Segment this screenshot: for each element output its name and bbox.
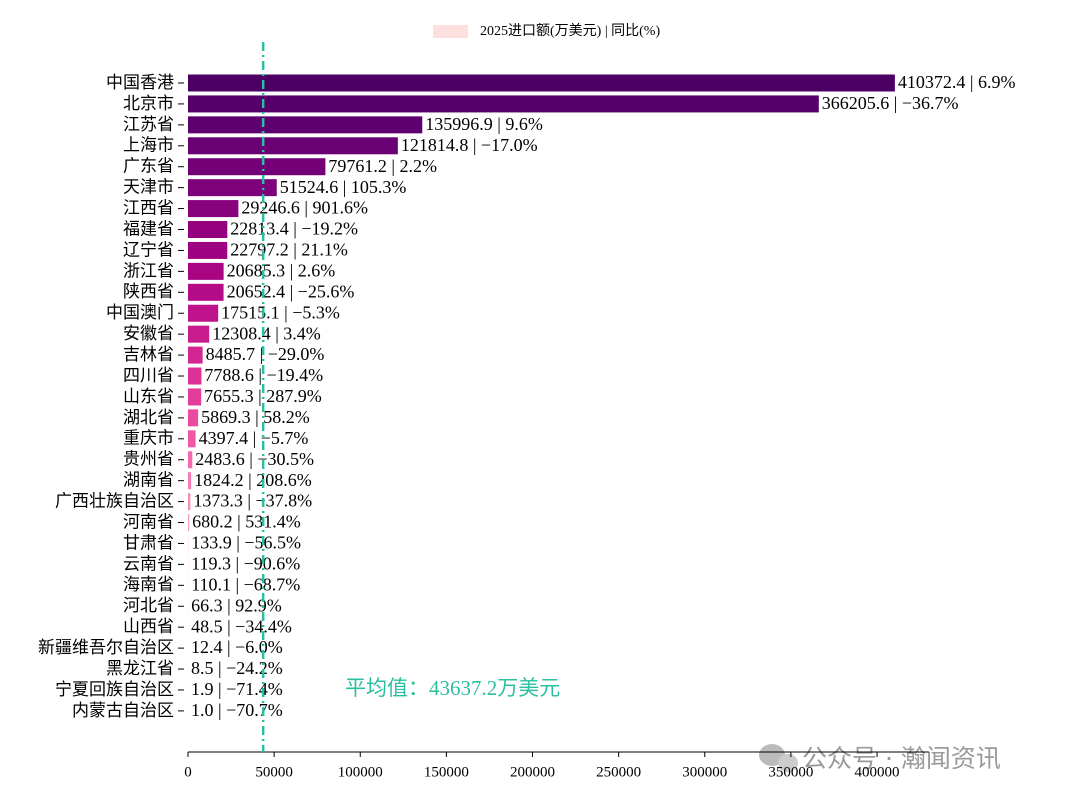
y-tick-label: 新疆维吾尔自治区 bbox=[38, 638, 174, 657]
bar bbox=[188, 241, 228, 259]
value-label: 22813.4 | −19.2% bbox=[230, 219, 358, 239]
value-label: 119.3 | −90.6% bbox=[191, 554, 300, 574]
bar bbox=[188, 262, 224, 280]
bar bbox=[188, 430, 196, 448]
bar bbox=[188, 409, 199, 427]
x-tick-label: 350000 bbox=[768, 764, 813, 780]
y-tick-label: 浙江省 bbox=[123, 261, 174, 280]
value-label: 8485.7 | −29.0% bbox=[206, 344, 325, 364]
bar bbox=[188, 95, 819, 113]
value-label: 7788.6 | −19.4% bbox=[204, 365, 323, 385]
bar bbox=[188, 472, 192, 490]
y-tick-label: 上海市 bbox=[123, 136, 174, 155]
value-label: 79761.2 | 2.2% bbox=[328, 156, 437, 176]
value-label: 7655.3 | 287.9% bbox=[204, 386, 322, 406]
x-tick-label: 50000 bbox=[255, 764, 293, 780]
y-tick-label: 四川省 bbox=[123, 366, 174, 385]
x-tick-label: 250000 bbox=[596, 764, 641, 780]
y-tick-label: 天津市 bbox=[123, 178, 174, 197]
value-label: 1.9 | −71.4% bbox=[191, 679, 283, 699]
bar bbox=[188, 179, 277, 197]
y-tick-label: 甘肃省 bbox=[123, 533, 174, 552]
y-tick-label: 湖北省 bbox=[123, 408, 174, 427]
y-tick-label: 山东省 bbox=[123, 387, 174, 406]
value-label: 12.4 | −6.0% bbox=[191, 637, 283, 657]
value-label: 1.0 | −70.7% bbox=[191, 700, 283, 720]
y-tick-label: 安徽省 bbox=[123, 324, 174, 343]
y-tick-label: 内蒙古自治区 bbox=[72, 701, 174, 720]
y-tick-label: 云南省 bbox=[123, 554, 174, 573]
value-label: 133.9 | −56.5% bbox=[191, 533, 301, 553]
value-label: 12308.4 | 3.4% bbox=[212, 323, 321, 343]
value-label: 110.1 | −68.7% bbox=[191, 574, 300, 594]
value-label: 1373.3 | −37.8% bbox=[193, 491, 312, 511]
y-tick-label: 北京市 bbox=[123, 94, 174, 113]
legend-label: 2025进口额(万美元) | 同比(%) bbox=[480, 23, 660, 39]
bar bbox=[188, 74, 895, 92]
y-tick-label: 江西省 bbox=[123, 198, 174, 217]
y-tick-label: 江苏省 bbox=[123, 115, 174, 134]
bar bbox=[188, 451, 193, 469]
bar bbox=[188, 514, 190, 532]
y-tick-label: 贵州省 bbox=[123, 450, 174, 469]
y-tick-label: 广东省 bbox=[123, 157, 174, 176]
bar bbox=[188, 200, 239, 218]
y-tick-label: 黑龙江省 bbox=[106, 659, 174, 678]
bar bbox=[188, 158, 326, 176]
value-label: 20652.4 | −25.6% bbox=[227, 281, 355, 301]
bar bbox=[188, 493, 191, 511]
x-tick-label: 100000 bbox=[338, 764, 383, 780]
value-label: 410372.4 | 6.9% bbox=[898, 72, 1016, 92]
y-tick-label: 中国澳门 bbox=[106, 303, 174, 322]
value-label: 135996.9 | 9.6% bbox=[425, 114, 543, 134]
watermark: 公众号 · 瀚闻资讯 bbox=[802, 744, 1001, 773]
bar bbox=[188, 388, 202, 406]
value-label: 4397.4 | −5.7% bbox=[199, 428, 309, 448]
bar bbox=[188, 367, 202, 385]
value-label: 51524.6 | 105.3% bbox=[280, 177, 407, 197]
value-label: 121814.8 | −17.0% bbox=[401, 135, 538, 155]
bar bbox=[188, 283, 224, 301]
y-tick-label: 陕西省 bbox=[123, 282, 174, 301]
y-tick-label: 湖南省 bbox=[123, 471, 174, 490]
y-tick-label: 中国香港 bbox=[106, 73, 174, 92]
y-tick-label: 福建省 bbox=[123, 219, 174, 238]
watermark-icon bbox=[759, 744, 798, 772]
value-label: 29246.6 | 901.6% bbox=[241, 198, 368, 218]
x-tick-label: 400000 bbox=[855, 764, 900, 780]
value-label: 22797.2 | 21.1% bbox=[230, 240, 348, 260]
value-label: 17515.1 | −5.3% bbox=[221, 302, 340, 322]
bar bbox=[188, 325, 210, 343]
y-tick-label: 重庆市 bbox=[123, 429, 174, 448]
y-tick-label: 吉林省 bbox=[123, 345, 174, 364]
y-tick-label: 广西壮族自治区 bbox=[55, 492, 174, 511]
y-tick-label: 海南省 bbox=[123, 575, 174, 594]
y-tick-label: 河北省 bbox=[123, 596, 174, 615]
y-tick-label: 宁夏回族自治区 bbox=[55, 680, 174, 699]
bar bbox=[188, 116, 423, 134]
value-label: 680.2 | 531.4% bbox=[192, 512, 301, 532]
bar bbox=[188, 221, 228, 239]
value-label: 1824.2 | 208.6% bbox=[194, 470, 312, 490]
value-label: 5869.3 | 58.2% bbox=[201, 407, 310, 427]
value-label: 2483.6 | −30.5% bbox=[195, 449, 314, 469]
y-tick-label: 辽宁省 bbox=[123, 240, 174, 259]
x-tick-label: 0 bbox=[184, 764, 192, 780]
value-label: 366205.6 | −36.7% bbox=[822, 93, 959, 113]
x-tick-label: 300000 bbox=[682, 764, 727, 780]
annotation: 平均值：43637.2万美元 bbox=[345, 676, 560, 700]
bar bbox=[188, 137, 398, 155]
bar bbox=[188, 304, 219, 322]
x-tick-label: 150000 bbox=[424, 764, 469, 780]
bar bbox=[188, 346, 203, 364]
value-label: 48.5 | −34.4% bbox=[191, 616, 292, 636]
value-label: 20685.3 | 2.6% bbox=[227, 260, 336, 280]
value-label: 66.3 | 92.9% bbox=[191, 595, 282, 615]
y-tick-label: 山西省 bbox=[123, 617, 174, 636]
y-tick-label: 河南省 bbox=[123, 512, 174, 531]
legend-swatch bbox=[433, 25, 468, 38]
x-tick-label: 200000 bbox=[510, 764, 555, 780]
value-label: 8.5 | −24.2% bbox=[191, 658, 283, 678]
